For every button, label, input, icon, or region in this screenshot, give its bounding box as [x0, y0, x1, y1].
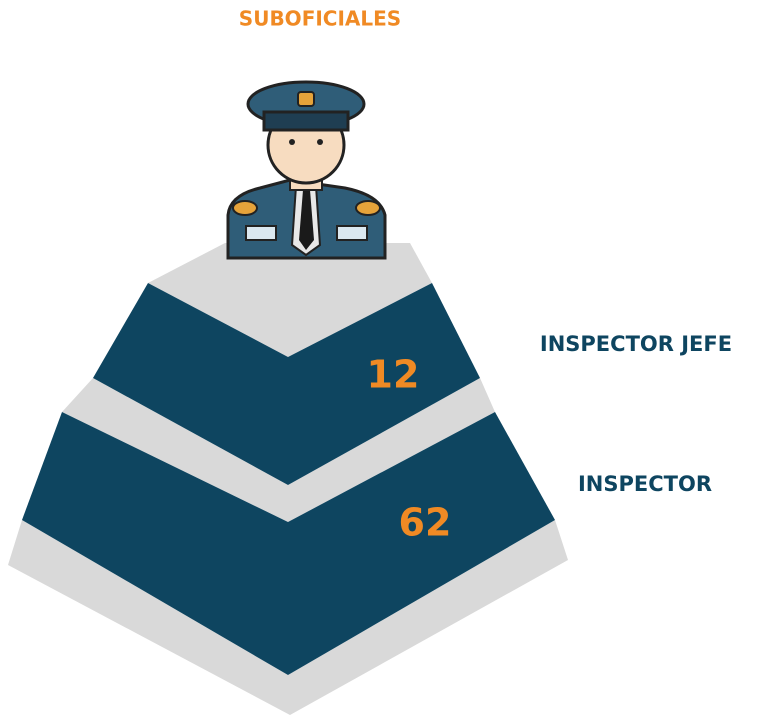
- infographic: SUBOFICIALES 12 62 INSPECTOR JEFE INSPEC…: [0, 0, 763, 718]
- officer-icon: [228, 82, 385, 258]
- level-label: INSPECTOR: [578, 472, 712, 496]
- title: SUBOFICIALES: [239, 7, 401, 31]
- level-value: 62: [399, 501, 452, 545]
- level-label: INSPECTOR JEFE: [540, 332, 732, 356]
- level-value: 12: [367, 353, 420, 397]
